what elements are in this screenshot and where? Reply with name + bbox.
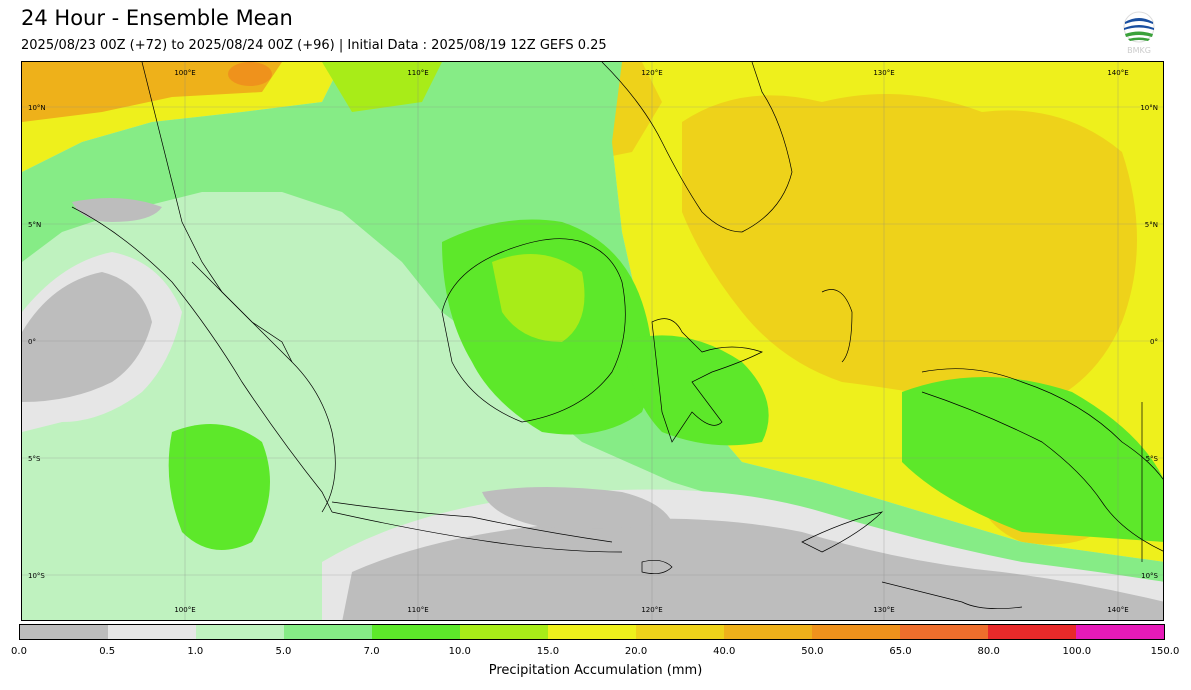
colorbar-segment <box>988 625 1076 639</box>
colorbar-segment <box>108 625 196 639</box>
lat-label: 5°S <box>28 455 41 463</box>
papua-south-coast <box>921 391 1163 552</box>
colorbar-tick-label: 80.0 <box>977 646 1000 657</box>
colorbar-segment <box>812 625 900 639</box>
bmkg-logo: BMKG <box>1123 11 1155 55</box>
java-south-coast <box>331 511 623 553</box>
australia-coast <box>881 581 1023 609</box>
colorbar-segment <box>20 625 108 639</box>
colorbar-tick-label: 40.0 <box>713 646 736 657</box>
lon-label: 100°E <box>174 606 195 614</box>
colorbar-segment <box>196 625 284 639</box>
lat-label: 10°N <box>28 104 46 112</box>
lat-labels-left: 10°N 5°N 0° 5°S 10°S <box>28 104 46 580</box>
colorbar-tick-label: 7.0 <box>363 646 380 657</box>
sulawesi-green-core <box>622 335 769 446</box>
colorbar-tick-label: 0.5 <box>99 646 116 657</box>
colorbar-tick-label: 15.0 <box>536 646 560 657</box>
colorbar-tick-label: 1.0 <box>187 646 204 657</box>
lon-label: 140°E <box>1107 606 1128 614</box>
north-lime-patch <box>322 62 442 112</box>
java-north-coast <box>331 501 613 543</box>
andaman-grey <box>72 198 162 222</box>
lon-label: 110°E <box>407 606 428 614</box>
lon-label: 140°E <box>1107 69 1128 77</box>
svg-text:BMKG: BMKG <box>1127 46 1151 55</box>
sumba-coast <box>641 560 673 574</box>
lon-labels-bottom: 100°E 110°E 120°E 130°E 140°E <box>174 606 1128 614</box>
map-canvas: 100°E 110°E 120°E 130°E 140°E 100°E 110°… <box>22 62 1163 620</box>
colorbar-tick-label: 20.0 <box>624 646 648 657</box>
colorbar-label: Precipitation Accumulation (mm) <box>488 663 703 678</box>
lat-label: 10°S <box>28 572 45 580</box>
colorbar-segment <box>460 625 548 639</box>
lat-label: 0° <box>28 338 36 346</box>
south-grey <box>342 518 1163 620</box>
colorbar-tick-label: 100.0 <box>1062 646 1092 657</box>
lat-labels-right: 10°N 5°N 0° 5°S 10°S <box>1140 104 1158 580</box>
lon-label: 130°E <box>873 606 894 614</box>
lat-label: 10°S <box>1141 572 1158 580</box>
colorbar-segment <box>1076 625 1164 639</box>
java-sea-grey <box>482 487 672 529</box>
map-title: 24 Hour - Ensemble Mean <box>21 6 293 30</box>
borneo-lime-patch <box>492 254 585 342</box>
lat-label: 5°N <box>28 221 41 229</box>
colorbar-tick-label: 50.0 <box>801 646 824 657</box>
colorbar-segment <box>724 625 812 639</box>
timor-coast <box>801 511 884 553</box>
lat-label: 10°N <box>1140 104 1158 112</box>
map-subtitle: 2025/08/23 00Z (+72) to 2025/08/24 00Z (… <box>21 38 607 53</box>
lon-label: 120°E <box>641 69 662 77</box>
precipitation-map: 100°E 110°E 120°E 130°E 140°E 100°E 110°… <box>21 61 1164 621</box>
colorbar <box>19 624 1165 640</box>
lon-label: 120°E <box>641 606 662 614</box>
colorbar-segment <box>636 625 724 639</box>
sumatra-coast-west <box>71 206 333 513</box>
coastlines <box>71 62 1163 609</box>
malay-peninsula-coast <box>141 62 293 363</box>
colorbar-segment <box>548 625 636 639</box>
lon-label: 110°E <box>407 69 428 77</box>
papua-green-band <box>902 377 1163 542</box>
colorbar-tick-label: 65.0 <box>889 646 912 657</box>
colorbar-segment <box>900 625 988 639</box>
graticule <box>22 62 1163 620</box>
colorbar-tick-label: 0.0 <box>11 646 27 657</box>
borneo-coast <box>441 238 626 423</box>
sumatra-green-core <box>168 424 270 550</box>
sulawesi-coast <box>651 318 763 443</box>
sumatra-coast-east <box>191 261 336 513</box>
lat-label: 5°S <box>1146 455 1159 463</box>
lat-label: 5°N <box>1145 221 1158 229</box>
colorbar-tick-label: 150.0 <box>1150 646 1180 657</box>
lon-labels-top: 100°E 110°E 120°E 130°E 140°E <box>174 69 1128 77</box>
lon-label: 100°E <box>174 69 195 77</box>
indian-ocean-grey <box>22 272 152 402</box>
colorbar-tick-label: 10.0 <box>448 646 471 657</box>
colorbar-tick-label: 5.0 <box>275 646 292 657</box>
lon-label: 130°E <box>873 69 894 77</box>
colorbar-segment <box>284 625 372 639</box>
nw-dark-orange-spot <box>228 62 272 86</box>
lat-label: 0° <box>1150 338 1158 346</box>
colorbar-segment <box>372 625 460 639</box>
philippines-coast <box>601 62 793 233</box>
east-orange-field <box>682 94 1137 412</box>
halmahera-coast <box>821 289 853 363</box>
